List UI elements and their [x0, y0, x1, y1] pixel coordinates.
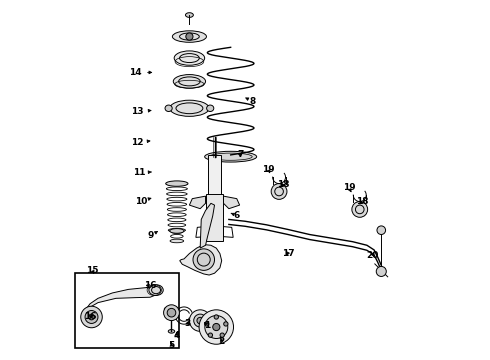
Circle shape	[167, 309, 176, 317]
Text: 4: 4	[173, 332, 180, 341]
Polygon shape	[223, 196, 240, 209]
Circle shape	[186, 33, 193, 40]
Circle shape	[205, 322, 209, 326]
Ellipse shape	[207, 105, 214, 112]
Circle shape	[194, 314, 207, 327]
Circle shape	[205, 316, 228, 338]
Circle shape	[164, 305, 179, 320]
Ellipse shape	[173, 75, 205, 88]
Circle shape	[271, 184, 287, 199]
Ellipse shape	[168, 329, 175, 333]
Text: 9: 9	[148, 231, 157, 240]
Text: 2: 2	[219, 337, 225, 346]
Bar	[208, 155, 221, 196]
Ellipse shape	[378, 271, 385, 275]
Text: 1: 1	[204, 321, 211, 330]
Ellipse shape	[186, 13, 194, 17]
Circle shape	[199, 310, 234, 344]
Text: 3: 3	[185, 319, 191, 328]
Text: 18: 18	[277, 180, 290, 189]
Text: 17: 17	[282, 249, 294, 258]
Ellipse shape	[174, 51, 205, 65]
Ellipse shape	[170, 239, 184, 243]
Polygon shape	[180, 244, 221, 275]
Text: 15: 15	[86, 266, 99, 275]
Text: 14: 14	[129, 68, 152, 77]
Text: 18: 18	[356, 197, 369, 206]
Ellipse shape	[164, 306, 179, 312]
Circle shape	[190, 310, 211, 331]
Text: 7: 7	[238, 150, 244, 159]
Ellipse shape	[166, 181, 188, 186]
Ellipse shape	[149, 285, 163, 296]
Bar	[205, 194, 223, 241]
Text: 5: 5	[169, 341, 174, 350]
Circle shape	[89, 314, 95, 320]
Circle shape	[193, 249, 215, 270]
Text: 16: 16	[144, 281, 156, 290]
Text: 19: 19	[262, 165, 274, 174]
Circle shape	[220, 333, 224, 337]
Text: 6: 6	[231, 211, 240, 220]
Text: 8: 8	[246, 96, 255, 105]
Text: 20: 20	[366, 251, 378, 260]
Text: 19: 19	[343, 183, 355, 192]
Circle shape	[208, 333, 213, 337]
Text: 13: 13	[131, 107, 151, 116]
Circle shape	[81, 306, 102, 328]
Text: 12: 12	[131, 138, 150, 147]
Circle shape	[377, 226, 386, 234]
Circle shape	[197, 318, 203, 324]
Polygon shape	[200, 203, 215, 248]
Polygon shape	[85, 288, 158, 310]
Ellipse shape	[170, 229, 184, 233]
Ellipse shape	[170, 100, 209, 116]
Circle shape	[214, 315, 219, 319]
Ellipse shape	[165, 105, 172, 112]
Text: 10: 10	[135, 197, 151, 206]
Circle shape	[85, 311, 98, 323]
Text: 16: 16	[84, 312, 97, 321]
Text: 11: 11	[133, 168, 151, 177]
Ellipse shape	[205, 151, 257, 162]
Circle shape	[213, 323, 220, 330]
Circle shape	[224, 322, 228, 326]
Circle shape	[352, 202, 368, 217]
Polygon shape	[190, 196, 205, 209]
Ellipse shape	[172, 31, 206, 42]
Circle shape	[376, 266, 386, 276]
Bar	[74, 273, 179, 348]
